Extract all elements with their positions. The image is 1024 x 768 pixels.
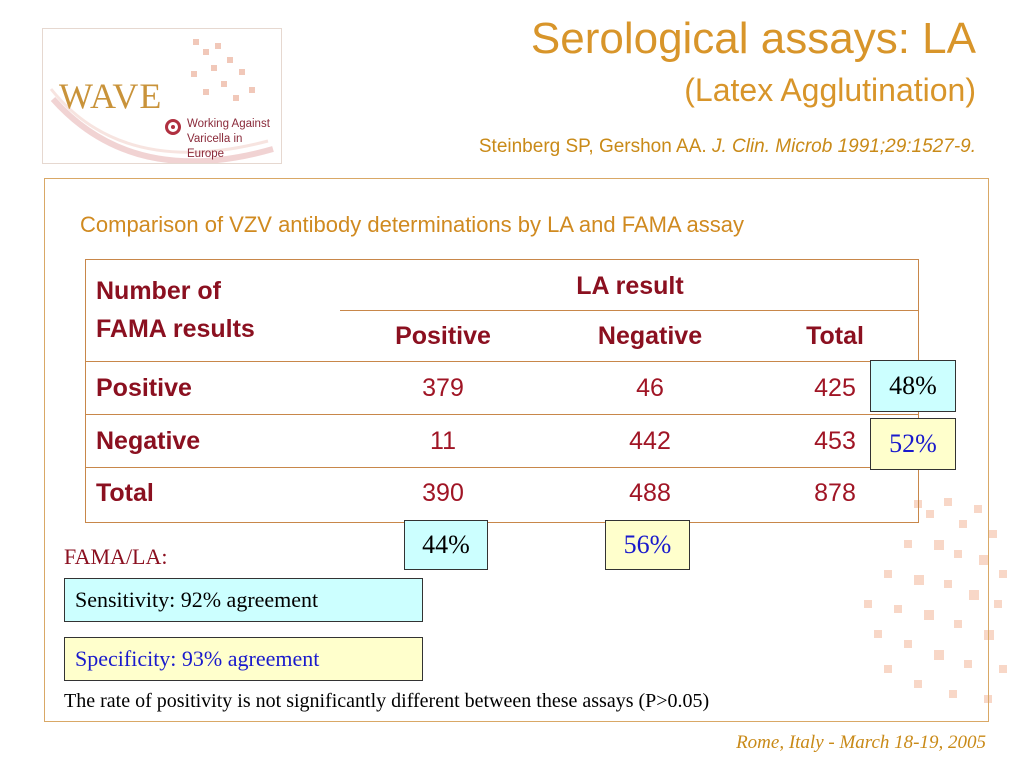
venue-date: Rome, Italy - March 18-19, 2005 [736, 732, 986, 753]
column-header-total: Total [806, 322, 864, 350]
logo-circle-icon [165, 119, 181, 135]
logo-tagline-line1: Working Against [187, 118, 270, 130]
percent-badge-col-negative: 56% [605, 520, 690, 570]
table-divider [340, 310, 919, 311]
row-label-total: Total [96, 479, 154, 507]
logo-wordmark: WAVE [59, 76, 163, 116]
column-header-negative: Negative [597, 322, 703, 350]
page-title: Serological assays: LA [530, 14, 976, 63]
row-header-title: Number of FAMA results [96, 272, 255, 348]
table-divider [85, 467, 919, 468]
table-divider [85, 361, 919, 362]
percent-badge-col-positive: 44% [404, 520, 488, 570]
table-divider [85, 414, 919, 415]
citation-journal: J. Clin. Microb 1991;29:1527-9. [711, 136, 976, 157]
group-header-la-result: LA result [576, 272, 684, 300]
logo-tagline: Working Against Varicella in Europe [187, 117, 281, 162]
percent-badge-row-negative: 52% [870, 418, 956, 470]
table-cell: 878 [814, 479, 856, 507]
percent-badge-row-positive: 48% [870, 360, 956, 412]
logo-swoosh-graphic [49, 39, 274, 163]
fama-la-label: FAMA/LA: [64, 544, 168, 569]
column-header-positive: Positive [395, 322, 491, 350]
table-cell: 425 [814, 374, 856, 402]
row-header-line2: FAMA results [96, 315, 255, 343]
sensitivity-box: Sensitivity: 92% agreement [64, 578, 423, 622]
citation-authors: Steinberg SP, Gershon AA. [478, 136, 707, 157]
table-cell: 453 [814, 427, 856, 455]
wave-logo: WAVE Working Against Varicella in Europe [42, 28, 282, 164]
footnote: The rate of positivity is not significan… [64, 690, 710, 712]
table-cell: 11 [430, 427, 456, 455]
table-cell: 46 [636, 374, 664, 402]
row-label-negative: Negative [96, 427, 201, 455]
logo-tagline-line2: Varicella in Europe [187, 133, 243, 160]
table-cell: 379 [422, 374, 464, 402]
table-cell: 442 [629, 427, 671, 455]
table-caption: Comparison of VZV antibody determination… [80, 212, 745, 237]
citation: Steinberg SP, Gershon AA. J. Clin. Micro… [479, 136, 976, 158]
specificity-box: Specificity: 93% agreement [64, 637, 423, 681]
row-header-line1: Number of [96, 277, 221, 305]
content-frame [44, 178, 989, 722]
table-cell: 390 [422, 479, 464, 507]
row-label-positive: Positive [96, 374, 192, 402]
page-subtitle: (Latex Agglutination) [684, 72, 976, 108]
table-cell: 488 [629, 479, 671, 507]
